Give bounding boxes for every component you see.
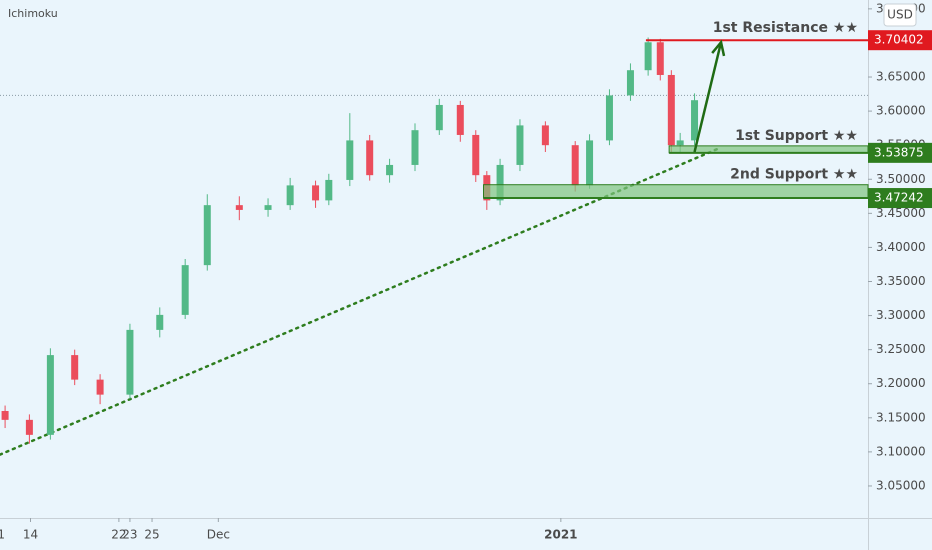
support-zone bbox=[482, 184, 869, 199]
y-tick-label: 3.10000 bbox=[876, 444, 926, 458]
candle-body bbox=[656, 42, 664, 75]
currency-badge bbox=[883, 3, 917, 27]
arrow bbox=[693, 41, 723, 153]
candle-body bbox=[691, 100, 699, 141]
candle-body bbox=[676, 140, 684, 146]
candle-body bbox=[366, 140, 374, 176]
level-label: 2nd Support ★★ bbox=[730, 167, 858, 183]
y-tick-label: 3.60000 bbox=[876, 104, 926, 118]
x-tick-label: 14 bbox=[23, 528, 38, 542]
x-tick-label: 23 bbox=[122, 528, 137, 542]
price-tag-label: 3.47242 bbox=[874, 191, 924, 205]
candle-body bbox=[126, 329, 134, 395]
candle-body bbox=[346, 140, 354, 180]
y-tick-label: 3.15000 bbox=[876, 410, 926, 424]
candle-body bbox=[156, 314, 164, 330]
price-tag bbox=[868, 142, 932, 163]
candle-body bbox=[516, 125, 524, 165]
candle-body bbox=[71, 355, 79, 380]
y-tick-label: 3.40000 bbox=[876, 240, 926, 254]
candle-body bbox=[472, 134, 480, 176]
currency-label: USD bbox=[887, 8, 913, 22]
candle-body bbox=[1, 410, 9, 420]
candle-body bbox=[203, 205, 211, 266]
level-label: 1st Resistance ★★ bbox=[713, 20, 858, 36]
candle-body bbox=[25, 419, 33, 435]
x-tick-label: 11 bbox=[0, 528, 5, 542]
y-tick-label: 3.35000 bbox=[876, 274, 926, 288]
y-tick-label: 3.05000 bbox=[876, 478, 926, 492]
y-tick-label: 3.45000 bbox=[876, 206, 926, 220]
candle-body bbox=[605, 95, 613, 141]
x-tick-label: 25 bbox=[144, 528, 159, 542]
x-tick-label: 2021 bbox=[544, 528, 577, 542]
candle-body bbox=[312, 185, 320, 201]
price-tag bbox=[868, 188, 932, 209]
candle-body bbox=[541, 125, 549, 146]
candle-body bbox=[325, 179, 333, 201]
candle-body bbox=[264, 205, 272, 210]
arrow-head bbox=[711, 39, 726, 57]
x-tick-label: Dec bbox=[207, 528, 230, 542]
y-tick-label: 3.20000 bbox=[876, 376, 926, 390]
candle-body bbox=[571, 145, 579, 186]
indicator-label: Ichimoku bbox=[8, 7, 58, 20]
candle-body bbox=[96, 379, 104, 395]
candle-body bbox=[644, 42, 652, 71]
level-label: 1st Support ★★ bbox=[735, 128, 858, 144]
candle-body bbox=[181, 265, 189, 315]
candle-body bbox=[286, 185, 294, 206]
candle-body bbox=[667, 74, 675, 146]
candle-body bbox=[496, 164, 504, 201]
candle-body bbox=[586, 140, 594, 186]
price-tag-label: 3.70402 bbox=[874, 33, 924, 47]
y-tick-label: 3.25000 bbox=[876, 342, 926, 356]
candle-body bbox=[386, 164, 394, 176]
support-zone bbox=[668, 145, 869, 154]
y-tick-label: 3.65000 bbox=[876, 70, 926, 84]
candle-body bbox=[46, 355, 54, 435]
price-tag-label: 3.53875 bbox=[874, 145, 924, 159]
x-tick-label: 22 bbox=[111, 528, 126, 542]
y-tick-label: 3.30000 bbox=[876, 308, 926, 322]
candle-body bbox=[235, 205, 243, 210]
candle-body bbox=[435, 104, 443, 131]
candle-body bbox=[456, 104, 464, 135]
candle-body bbox=[626, 70, 634, 96]
price-tag bbox=[868, 30, 932, 51]
candle-body bbox=[411, 130, 419, 165]
y-tick-label: 3.50000 bbox=[876, 172, 926, 186]
